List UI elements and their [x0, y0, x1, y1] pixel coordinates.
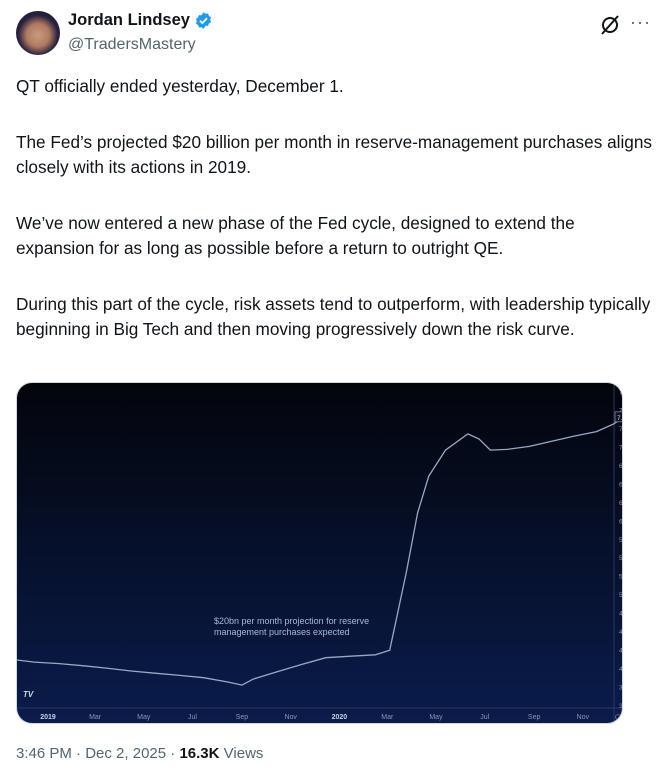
tweet-paragraph: QT officially ended yesterday, December … — [16, 76, 344, 96]
y-tick-label: 4.25T — [619, 648, 623, 655]
x-tick-label: Sep — [528, 714, 541, 721]
x-tick-label: Sep — [236, 714, 249, 721]
x-tick-label: 2020 — [332, 714, 348, 721]
y-tick-label: 3.75T — [619, 685, 623, 692]
y-tick-label: 6T — [619, 518, 623, 525]
y-tick-label: 6.5T — [619, 481, 623, 488]
chart: 7.75T 7.5T 7.25T 7T 6.75T 6.5T 6.25T 6T 5.75T 5.5… — [17, 383, 623, 723]
y-tick-label: 4T — [619, 666, 623, 673]
tradingview-logo: TV — [23, 690, 34, 699]
tweet-date[interactable]: Dec 2, 2025 — [85, 745, 167, 762]
views-label: Views — [223, 745, 264, 762]
x-tick-label: Jul — [480, 714, 489, 721]
tweet-time[interactable]: 3:46 PM — [16, 745, 72, 762]
views-count: 16.3K — [179, 745, 220, 762]
x-tick-label: Mar — [89, 714, 102, 721]
tweet-text: QT officially ended yesterday, December … — [16, 74, 656, 373]
tweet-paragraph: During this part of the cycle, risk asse… — [16, 294, 651, 339]
y-tick-label: 5.75T — [619, 537, 623, 544]
last-value-label: 7.4T — [617, 415, 623, 422]
grok-icon[interactable] — [598, 13, 622, 37]
x-tick-label: Nov — [284, 714, 297, 721]
y-tick-label: 6.75T — [619, 463, 623, 470]
chart-annotation: $20bn per month projection for reserve m… — [214, 616, 372, 637]
author-handle[interactable]: @TradersMastery — [68, 36, 196, 53]
y-tick-label: 7.75T — [619, 389, 623, 396]
more-icon[interactable]: ··· — [630, 12, 651, 32]
tweet-paragraph: We’ve now entered a new phase of the Fed… — [16, 213, 575, 258]
y-tick-label: 4.75T — [619, 611, 623, 618]
avatar[interactable] — [16, 11, 60, 55]
y-tick-label: 7T — [619, 444, 623, 451]
tweet-footer: 3:46 PM · Dec 2, 2025 · 16.3K Views — [16, 745, 264, 762]
x-tick-label: Mar — [381, 714, 394, 721]
verified-badge-icon — [195, 12, 211, 29]
y-tick-label: 4.5T — [619, 629, 623, 636]
y-tick-label: 5T — [619, 592, 623, 599]
y-tick-label: 7.5T — [619, 407, 623, 414]
y-tick-label: 6.25T — [619, 500, 623, 507]
y-tick-label: 5.5T — [619, 555, 623, 562]
y-tick-label: 5.25T — [619, 574, 623, 581]
y-tick-label: 3.5T — [619, 703, 623, 710]
chart-background — [17, 383, 622, 723]
author-name[interactable]: Jordan Lindsey — [68, 11, 213, 30]
tweet-media-chart[interactable]: 7.75T 7.5T 7.25T 7T 6.75T 6.5T 6.25T 6T 5.75T 5.5… — [16, 382, 623, 724]
x-tick-label: 2019 — [40, 714, 56, 721]
tweet-paragraph: The Fed’s projected $20 billion per mont… — [16, 132, 652, 177]
x-tick-label: May — [429, 714, 443, 721]
x-tick-label: Jul — [188, 714, 197, 721]
x-tick-label: Nov — [577, 714, 590, 721]
y-tick-label: 7.25T — [619, 426, 623, 433]
last-value-box — [614, 411, 622, 423]
x-tick-label: May — [137, 714, 151, 721]
series-line — [17, 417, 622, 686]
